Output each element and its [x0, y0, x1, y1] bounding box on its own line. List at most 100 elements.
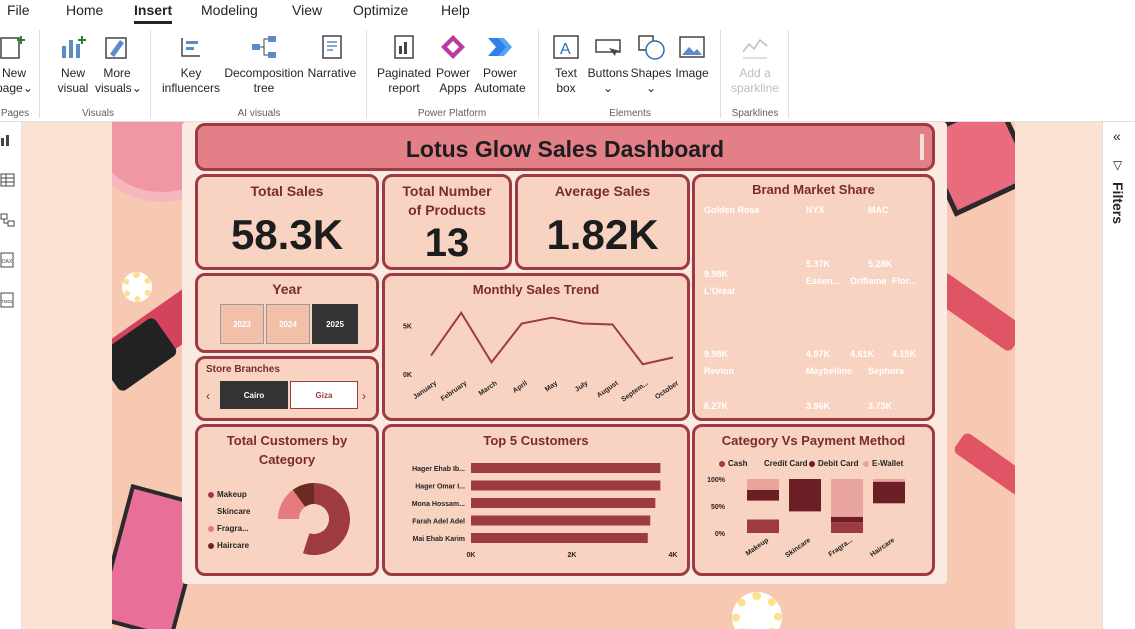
year-option-2025[interactable]: 2025 — [312, 304, 358, 344]
donut-slice-makeup[interactable] — [302, 483, 350, 555]
stack-segment-fragra-debit-card[interactable] — [831, 516, 863, 523]
treemap-value: 5.37K — [806, 259, 831, 269]
menu-insert[interactable]: Insert — [134, 2, 173, 18]
buttons-label: Buttons — [587, 66, 629, 80]
legend-label: Fragra... — [217, 524, 249, 533]
treemap-value: 9.98K — [704, 269, 729, 279]
treemap-cell-loreal[interactable]: L'Oréal 9.98K — [701, 283, 801, 361]
paginated-report-icon — [394, 35, 414, 59]
customer-name-label: Hager Ehab Ib... — [412, 466, 465, 473]
stack-segment-haircare-e-wallet[interactable] — [873, 479, 905, 482]
customer-bar-farah-adel-adel[interactable] — [471, 515, 651, 526]
menu-help[interactable]: Help — [441, 2, 470, 18]
power-apps-button[interactable]: Power Apps — [434, 32, 472, 96]
stack-segment-makeup-debit-card[interactable] — [747, 489, 779, 501]
report-view-icon[interactable] — [0, 132, 16, 148]
stack-segment-haircare-debit-card[interactable] — [873, 481, 905, 504]
stack-segment-makeup-cash[interactable] — [747, 519, 779, 534]
treemap-cell-nyx[interactable]: NYX 5.37K — [803, 202, 863, 271]
donut-slice-haircare[interactable] — [292, 483, 314, 507]
dax-query-view-icon[interactable]: DAX — [0, 252, 16, 268]
treemap-cell-mac[interactable]: MAC 5.28K — [865, 202, 925, 271]
legend-e-wallet[interactable]: E-Wallet — [863, 459, 903, 468]
stack-segment-makeup-e-wallet[interactable] — [747, 479, 779, 490]
treemap-value: 4.97K — [806, 349, 831, 359]
treemap-cell-revlon[interactable]: Revlon 6.27K — [701, 363, 801, 413]
y-tick-label: 0K — [403, 372, 412, 379]
year-option-2024[interactable]: 2024 — [266, 304, 310, 344]
legend-dot — [809, 460, 815, 467]
ribbon-separator — [150, 30, 151, 118]
stack-segment-fragra-e-wallet[interactable] — [831, 479, 863, 517]
decomposition-tree-label-2: tree — [253, 81, 275, 95]
text-box-button[interactable]: A Text box — [550, 32, 582, 96]
legend-cash[interactable]: Cash — [719, 459, 748, 468]
donut-slice-fragra[interactable] — [278, 489, 306, 519]
stack-segment-haircare-credit-card[interactable] — [873, 503, 905, 533]
legend-fragrance[interactable]: Fragra... — [208, 524, 249, 533]
stack-segment-fragra-cash[interactable] — [831, 522, 863, 533]
power-apps-label: Power — [435, 66, 470, 80]
paginated-report-button[interactable]: Paginated report — [376, 32, 432, 96]
narrative-button[interactable]: Narrative — [306, 32, 358, 81]
treemap-cell-flormar[interactable]: Flor... 4.15K — [889, 273, 925, 361]
customer-bar-hager-ehab-ib[interactable] — [471, 463, 661, 473]
collapse-pane-icon[interactable]: « — [1113, 128, 1121, 144]
treemap-cell-oriflame[interactable]: Oriflame 4.61K — [847, 273, 887, 361]
shapes-button[interactable]: Shapes ⌄ — [630, 32, 672, 96]
store-option-giza[interactable]: Giza — [290, 381, 358, 409]
svg-text:DAX: DAX — [2, 259, 13, 265]
menu-home[interactable]: Home — [66, 2, 104, 18]
sales-trend-line[interactable] — [430, 310, 674, 366]
filter-icon: ▽ — [1113, 158, 1123, 172]
donut-slice-skincare[interactable] — [278, 519, 310, 554]
add-sparkline-button[interactable]: Add a sparkline — [726, 32, 784, 96]
table-view-icon[interactable] — [0, 172, 16, 188]
stack-segment-skincare-debit-card[interactable] — [789, 479, 821, 512]
treemap-cell-golden-rose[interactable]: Golden Rose 9.98K — [701, 202, 801, 281]
top-customers-card: Top 5 Customers Hager Ehab Ib... Hager Om… — [382, 424, 690, 576]
filters-pane-label[interactable]: Filters — [1110, 182, 1126, 225]
customer-bar-hager-omar-i[interactable] — [471, 480, 661, 491]
store-option-cairo[interactable]: Cairo — [220, 381, 288, 409]
year-option-2023[interactable]: 2023 — [220, 304, 264, 344]
store-branches-title: Store Branches — [206, 364, 280, 375]
stack-segment-makeup-credit-card[interactable] — [747, 500, 779, 520]
tmdl-view-icon[interactable]: TMDL — [0, 292, 16, 308]
customer-bar-mona-hossam[interactable] — [471, 498, 656, 508]
power-automate-label: Power — [482, 66, 517, 80]
title-scrollbar[interactable] — [920, 134, 924, 160]
legend-haircare[interactable]: Haircare — [208, 541, 249, 550]
treemap-cell-maybelline[interactable]: Maybelline 3.96K — [803, 363, 863, 413]
ribbon-separator — [39, 30, 40, 118]
chevron-left-icon[interactable]: ‹ — [206, 389, 210, 403]
menu-view[interactable]: View — [292, 2, 323, 18]
customer-bar-mai-ehab-karim[interactable] — [471, 533, 648, 543]
new-page-button[interactable]: New page⌄ — [0, 32, 33, 96]
group-label-ai-visuals: AI visuals — [237, 108, 281, 119]
menu-modeling[interactable]: Modeling — [201, 2, 258, 18]
menu-file[interactable]: File — [7, 2, 30, 18]
new-visual-button[interactable]: New visual — [56, 32, 90, 96]
y-tick-label: 100% — [707, 477, 726, 484]
legend-credit-card[interactable]: Credit Card — [755, 459, 808, 468]
key-influencers-button[interactable]: Key influencers — [158, 32, 224, 96]
more-visuals-button[interactable]: More visuals⌄ — [95, 32, 142, 96]
power-automate-icon — [488, 38, 512, 56]
menu-optimize[interactable]: Optimize — [353, 2, 409, 18]
customer-name-label: Mona Hossam... — [412, 501, 465, 508]
legend-makeup[interactable]: Makeup — [208, 490, 247, 499]
average-sales-card: Average Sales 1.82K — [515, 174, 690, 270]
power-automate-button[interactable]: Power Automate — [472, 32, 528, 96]
stack-segment-skincare-credit-card[interactable] — [789, 511, 821, 533]
decomposition-tree-button[interactable]: Decomposition tree — [222, 32, 306, 96]
top-customers-bar-chart: Hager Ehab Ib... Hager Omar I... Mona Hoss… — [412, 463, 677, 559]
chevron-right-icon[interactable]: › — [362, 389, 366, 403]
buttons-button[interactable]: Buttons ⌄ — [586, 32, 630, 96]
treemap-cell-sephora[interactable]: Sephora 3.73K — [865, 363, 925, 413]
legend-skincare[interactable]: Skincare — [208, 507, 250, 516]
model-view-icon[interactable] — [0, 212, 16, 228]
legend-debit-card[interactable]: Debit Card — [809, 459, 858, 468]
treemap-cell-essence[interactable]: Essen... 4.97K — [803, 273, 845, 361]
image-button[interactable]: Image — [674, 32, 710, 81]
